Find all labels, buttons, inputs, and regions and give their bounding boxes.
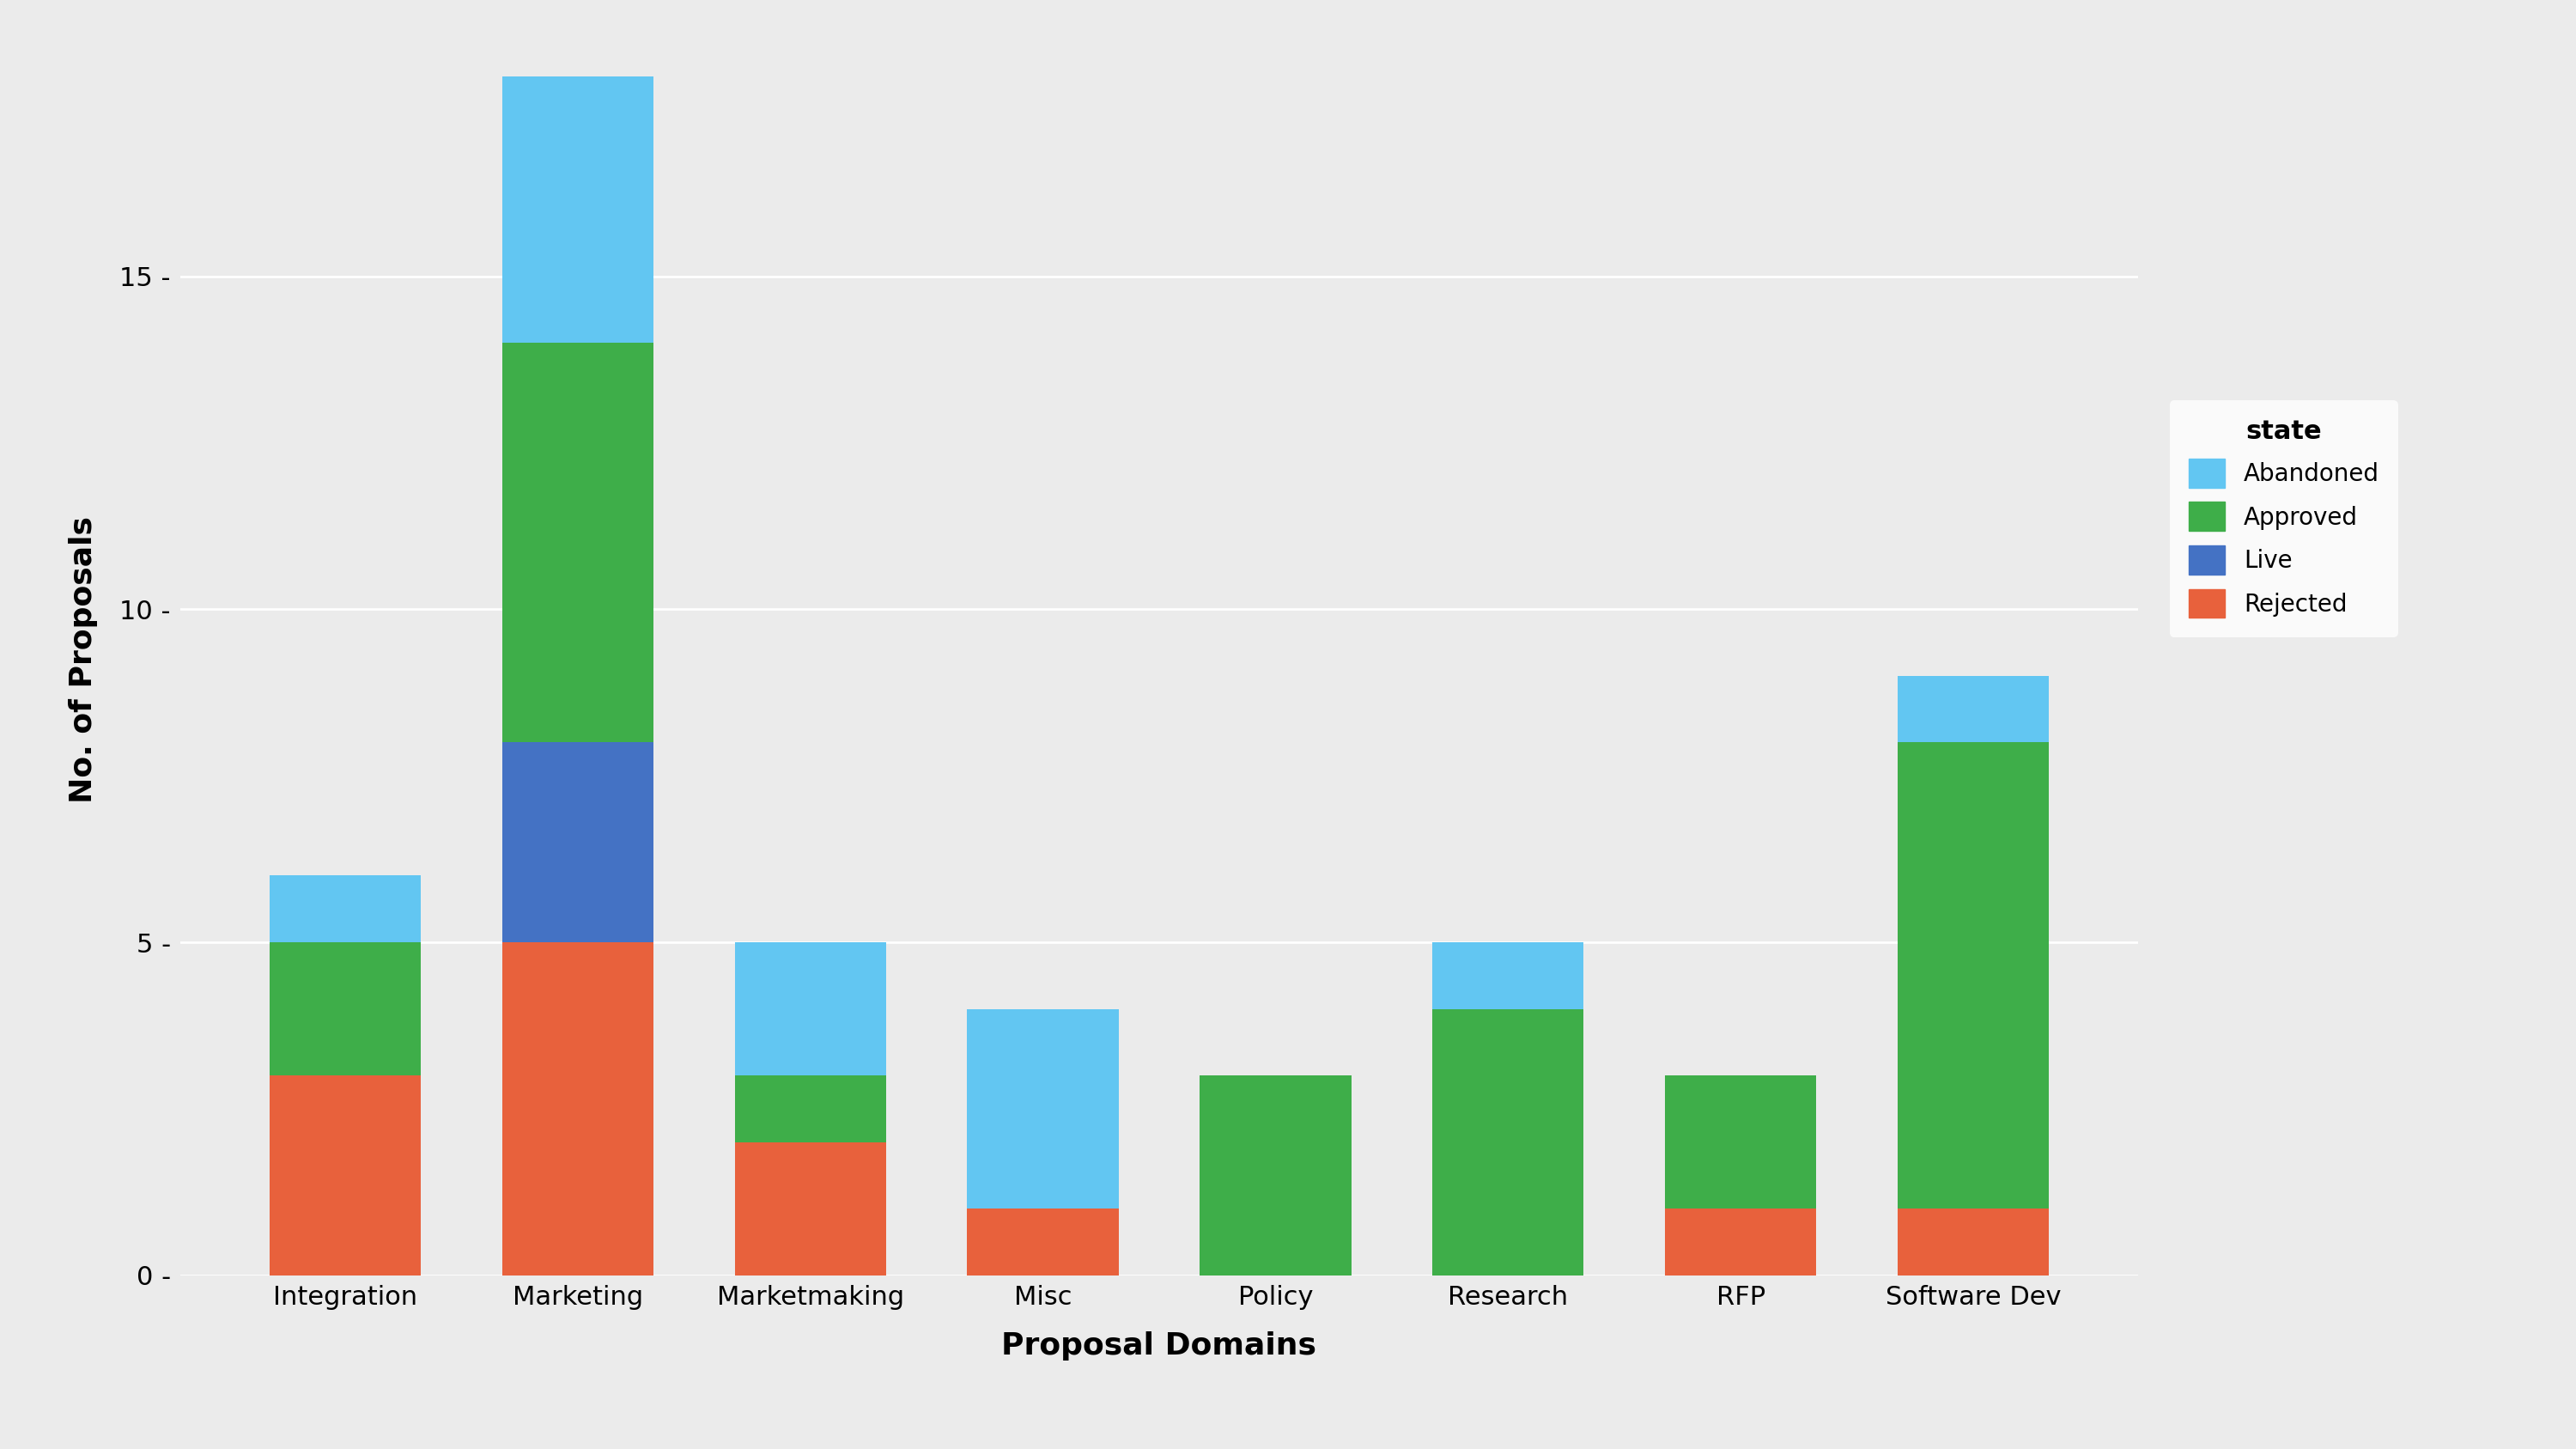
Bar xyxy=(734,1142,886,1275)
Bar xyxy=(1899,675,2048,742)
Bar xyxy=(1664,1075,1816,1208)
Bar xyxy=(502,77,654,343)
Bar xyxy=(1899,1208,2048,1275)
Y-axis label: No. of Proposals: No. of Proposals xyxy=(70,516,98,803)
Bar xyxy=(734,1075,886,1142)
Legend: Abandoned, Approved, Live, Rejected: Abandoned, Approved, Live, Rejected xyxy=(2169,400,2398,638)
Bar xyxy=(1432,942,1584,1009)
Bar xyxy=(270,875,420,942)
Bar xyxy=(1200,1075,1352,1275)
Bar xyxy=(502,742,654,942)
Bar xyxy=(502,942,654,1275)
Bar xyxy=(1899,742,2048,1208)
Bar xyxy=(502,343,654,742)
Bar xyxy=(1664,1208,1816,1275)
Bar xyxy=(270,1075,420,1275)
Bar xyxy=(966,1009,1118,1208)
Bar xyxy=(270,942,420,1075)
Bar xyxy=(1432,1009,1584,1275)
Bar xyxy=(734,942,886,1075)
X-axis label: Proposal Domains: Proposal Domains xyxy=(1002,1332,1316,1361)
Bar xyxy=(966,1208,1118,1275)
